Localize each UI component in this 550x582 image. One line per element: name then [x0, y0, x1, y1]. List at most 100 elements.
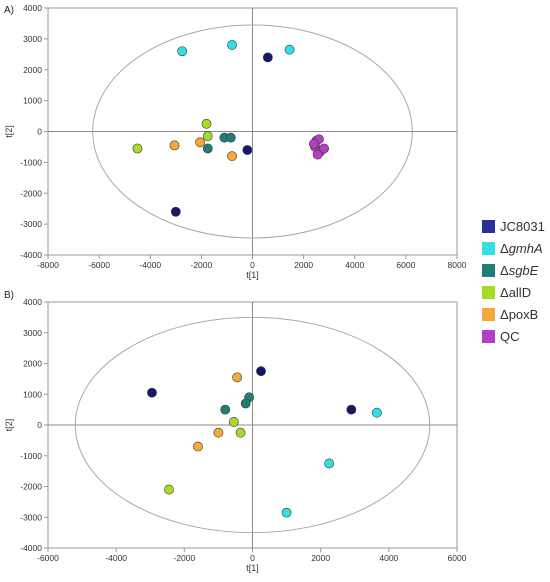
y-axis-label: t[2]	[4, 419, 14, 432]
x-tick-label: 2000	[294, 260, 313, 270]
y-tick-label: 0	[37, 127, 42, 137]
x-tick-label: -8000	[37, 260, 59, 270]
y-tick-label: -4000	[20, 543, 42, 553]
data-point	[177, 46, 188, 57]
data-point	[256, 366, 266, 377]
y-tick-label: -1000	[20, 157, 42, 167]
legend-label: ΔgmhA	[500, 241, 543, 256]
data-point	[227, 40, 237, 50]
legend-label-part: JC8031	[500, 219, 545, 234]
legend-item: ΔallD	[482, 285, 531, 300]
legend-label-part: allD	[509, 285, 531, 300]
y-tick-label: 2000	[23, 359, 42, 369]
series-poxb	[169, 137, 237, 162]
panel-b: B)-6000 -4000 -2000 0 2000 4000 6000-4000-3000…	[4, 290, 467, 573]
data-point	[202, 131, 213, 142]
data-point	[324, 458, 335, 469]
series-gmha	[177, 40, 295, 57]
x-tick-label: 4000	[345, 260, 364, 270]
y-tick-label: 1000	[23, 96, 42, 106]
legend-label-part: Δ	[500, 241, 509, 256]
x-tick-label: 6000	[448, 553, 467, 563]
y-tick-label: 0	[37, 420, 42, 430]
x-tick-label: -2000	[173, 553, 195, 563]
data-point	[346, 404, 357, 415]
y-tick-label: -2000	[20, 188, 42, 198]
x-tick-label: 6000	[396, 260, 415, 270]
legend-label: ΔsgbE	[500, 263, 539, 278]
x-tick-label: 0	[250, 260, 255, 270]
legend-swatch	[482, 264, 495, 277]
series-jc8031	[147, 366, 357, 415]
data-point	[169, 140, 180, 151]
panel-label: B)	[4, 290, 14, 301]
data-point	[284, 44, 295, 55]
x-tick-label: -6000	[37, 553, 59, 563]
data-point	[220, 404, 231, 415]
y-tick-label: 4000	[23, 3, 42, 13]
x-tick-label: 2000	[311, 553, 330, 563]
data-point	[170, 206, 181, 217]
legend-label-part: sgbE	[509, 263, 539, 278]
legend-label-part: Δ	[500, 307, 509, 322]
series-sgbe	[220, 392, 254, 415]
x-tick-label: -6000	[88, 260, 110, 270]
legend-label: ΔallD	[500, 285, 531, 300]
series-sgbe	[202, 132, 236, 154]
data-point	[262, 52, 273, 63]
x-axis-label: t[1]	[246, 563, 259, 573]
data-point	[240, 398, 251, 409]
data-point	[308, 138, 319, 149]
data-point	[281, 507, 292, 518]
y-tick-label: 1000	[23, 389, 42, 399]
legend-item: QC	[482, 329, 520, 344]
legend-label-part: Δ	[500, 263, 509, 278]
data-point	[164, 484, 174, 495]
y-tick-label: -3000	[20, 219, 42, 229]
legend-label-part: poxB	[509, 307, 539, 322]
x-tick-label: -4000	[139, 260, 161, 270]
series-gmha	[281, 407, 382, 518]
data-point	[193, 441, 203, 452]
legend-swatch	[482, 286, 495, 299]
legend-item: ΔgmhA	[482, 241, 543, 256]
legend-label: ΔpoxB	[500, 307, 538, 322]
y-axis-label: t[2]	[4, 125, 14, 138]
y-tick-label: 3000	[23, 328, 42, 338]
hotelling-ellipse	[92, 24, 413, 239]
legend-item: JC8031	[482, 219, 545, 234]
data-point	[312, 149, 323, 160]
legend-label-part: QC	[500, 329, 520, 344]
y-tick-label: -1000	[20, 451, 42, 461]
data-point	[232, 372, 243, 383]
data-point	[225, 132, 236, 143]
series-alld	[164, 417, 246, 495]
x-axis-label: t[1]	[246, 270, 259, 280]
legend-swatch	[482, 242, 495, 255]
legend-item: ΔsgbE	[482, 263, 539, 278]
legend-label-part: gmhA	[509, 241, 543, 256]
legend-swatch	[482, 308, 495, 321]
series-alld	[132, 118, 213, 154]
data-point	[213, 427, 224, 438]
legend-swatch	[482, 220, 495, 233]
data-point	[319, 143, 329, 154]
legend-swatch	[482, 330, 495, 343]
legend-label: QC	[500, 329, 520, 344]
data-point	[195, 137, 205, 148]
y-tick-label: 4000	[23, 297, 42, 307]
hotelling-ellipse	[74, 316, 431, 534]
x-tick-label: 4000	[379, 553, 398, 563]
y-tick-label: 2000	[23, 65, 42, 75]
legend-label: JC8031	[500, 219, 545, 234]
panel-a: A) -8000 -6000 -4000 -2000 0 2000 4000 6000 8000 -…	[4, 3, 467, 280]
data-point	[147, 387, 157, 398]
y-tick-label: 3000	[23, 34, 42, 44]
x-tick-label: -2000	[191, 260, 213, 270]
data-point	[242, 145, 253, 155]
series-poxb	[193, 372, 243, 452]
data-point	[228, 417, 239, 427]
legend-item: ΔpoxB	[482, 307, 538, 322]
